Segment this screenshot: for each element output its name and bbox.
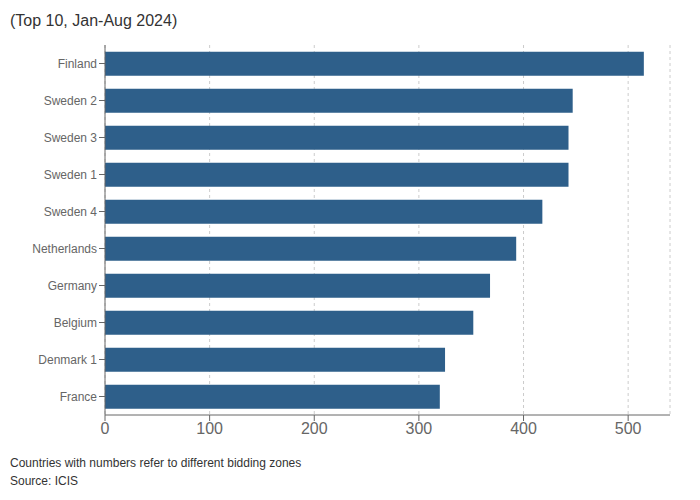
svg-text:Belgium: Belgium [54, 316, 97, 330]
html-text:Countries with numbers refer t: Countries with numbers refer to differen… [10, 456, 302, 470]
svg-text:Denmark 1: Denmark 1 [38, 353, 97, 367]
svg-text:France: France [60, 390, 98, 404]
html-text:Source: ICIS: Source: ICIS [10, 474, 78, 488]
svg-text:200: 200 [301, 420, 328, 437]
svg-text:Sweden 2: Sweden 2 [44, 94, 98, 108]
svg-text:300: 300 [406, 420, 433, 437]
svg-text:Sweden 1: Sweden 1 [44, 168, 98, 182]
svg-text:100: 100 [196, 420, 223, 437]
svg-text:Sweden 3: Sweden 3 [44, 131, 98, 145]
html-text:(Top 10, Jan-Aug 2024): (Top 10, Jan-Aug 2024) [10, 12, 178, 29]
svg-text:Germany: Germany [48, 279, 97, 293]
svg-text:400: 400 [510, 420, 537, 437]
svg-text:Netherlands: Netherlands [32, 242, 97, 256]
svg-text:500: 500 [615, 420, 642, 437]
svg-text:Finland: Finland [58, 57, 97, 71]
svg-text:Sweden 4: Sweden 4 [44, 205, 98, 219]
svg-text:0: 0 [101, 420, 110, 437]
